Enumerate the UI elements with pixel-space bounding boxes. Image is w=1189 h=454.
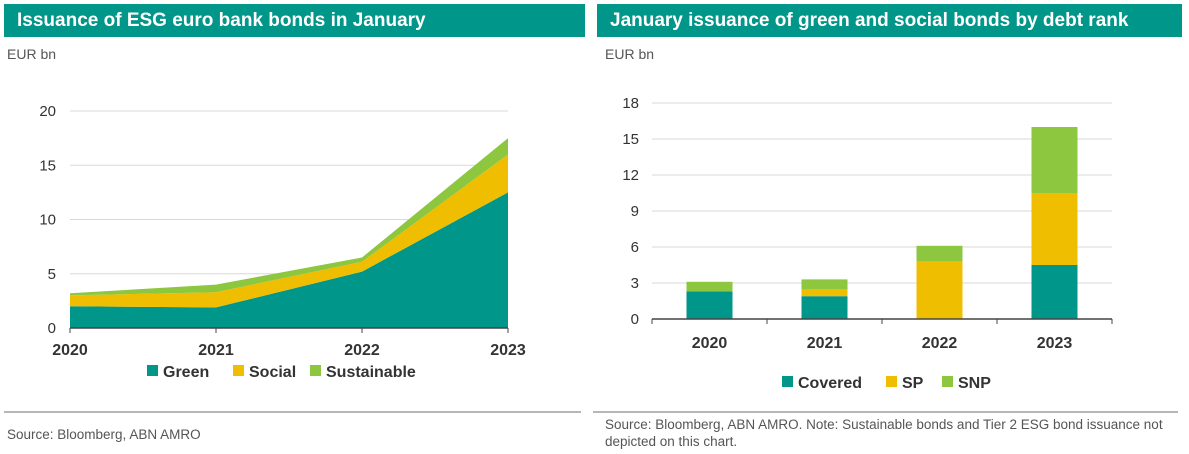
- x-tick-label: 2022: [922, 335, 958, 352]
- source-note: Source: Bloomberg, ABN AMRO: [7, 427, 201, 442]
- bar-sp: [1031, 193, 1078, 265]
- bar-covered: [801, 296, 848, 319]
- legend-swatch-covered: [782, 376, 793, 387]
- stacked-bar-chart: 0 3 6 9 12 15 18 2020 2021 2022 2023 Covered SP SNP: [622, 95, 1113, 392]
- x-tick-label: 2020: [692, 335, 728, 352]
- y-tick-label: 0: [48, 320, 56, 337]
- legend-label: Green: [163, 364, 209, 381]
- y-tick-label: 20: [39, 103, 56, 120]
- area-social: [70, 154, 508, 308]
- x-tick-label: 2021: [198, 342, 234, 359]
- x-tick-label: 2022: [344, 342, 380, 359]
- y-tick-label: 3: [631, 275, 639, 292]
- source-divider: [4, 411, 581, 413]
- chart-panel-esg-issuance: Issuance of ESG euro bank bonds in Janua…: [0, 0, 585, 454]
- source-divider: [593, 411, 1178, 413]
- bar-snp: [916, 245, 963, 262]
- legend-label: Social: [249, 364, 296, 381]
- y-axis-unit: EUR bn: [605, 46, 655, 62]
- legend-label: Sustainable: [326, 364, 416, 381]
- legend-swatch-green: [147, 365, 158, 376]
- x-tick-label: 2020: [52, 342, 88, 359]
- bar-covered: [1031, 265, 1078, 319]
- area-green: [70, 192, 508, 328]
- x-tick-label: 2023: [1037, 335, 1073, 352]
- bar-sp: [916, 261, 963, 319]
- chart-title: Issuance of ESG euro bank bonds in Janua…: [4, 4, 585, 37]
- legend-swatch-sustainable: [310, 365, 321, 376]
- legend-swatch-snp: [942, 376, 953, 387]
- source-note: Source: Bloomberg, ABN AMRO. Note: Susta…: [605, 417, 1163, 449]
- chart-title: January issuance of green and social bon…: [597, 4, 1182, 37]
- y-tick-label: 12: [622, 167, 639, 184]
- legend: Green Social Sustainable: [147, 364, 416, 381]
- bar-snp: [801, 279, 848, 289]
- bar-snp: [686, 281, 733, 292]
- area-sustainable: [70, 138, 508, 296]
- y-tick-label: 18: [622, 95, 639, 112]
- y-tick-label: 6: [631, 239, 639, 256]
- y-tick-label: 15: [622, 131, 639, 148]
- bar-sp: [801, 289, 848, 297]
- legend: Covered SP SNP: [782, 375, 991, 392]
- y-tick-label: 5: [48, 266, 56, 283]
- legend-label: SP: [902, 375, 924, 392]
- y-tick-label: 10: [39, 212, 56, 229]
- chart-panel-debt-rank: January issuance of green and social bon…: [593, 0, 1189, 454]
- bar-covered: [686, 291, 733, 319]
- legend-swatch-sp: [886, 376, 897, 387]
- legend-swatch-social: [233, 365, 244, 376]
- legend-label: Covered: [798, 375, 862, 392]
- legend-label: SNP: [958, 375, 991, 392]
- y-tick-label: 0: [631, 311, 639, 328]
- x-tick-label: 2021: [807, 335, 843, 352]
- y-axis-unit: EUR bn: [7, 46, 57, 62]
- y-tick-label: 9: [631, 203, 639, 220]
- bar-snp: [1031, 127, 1078, 193]
- x-tick-label: 2023: [490, 342, 526, 359]
- y-tick-label: 15: [39, 157, 56, 174]
